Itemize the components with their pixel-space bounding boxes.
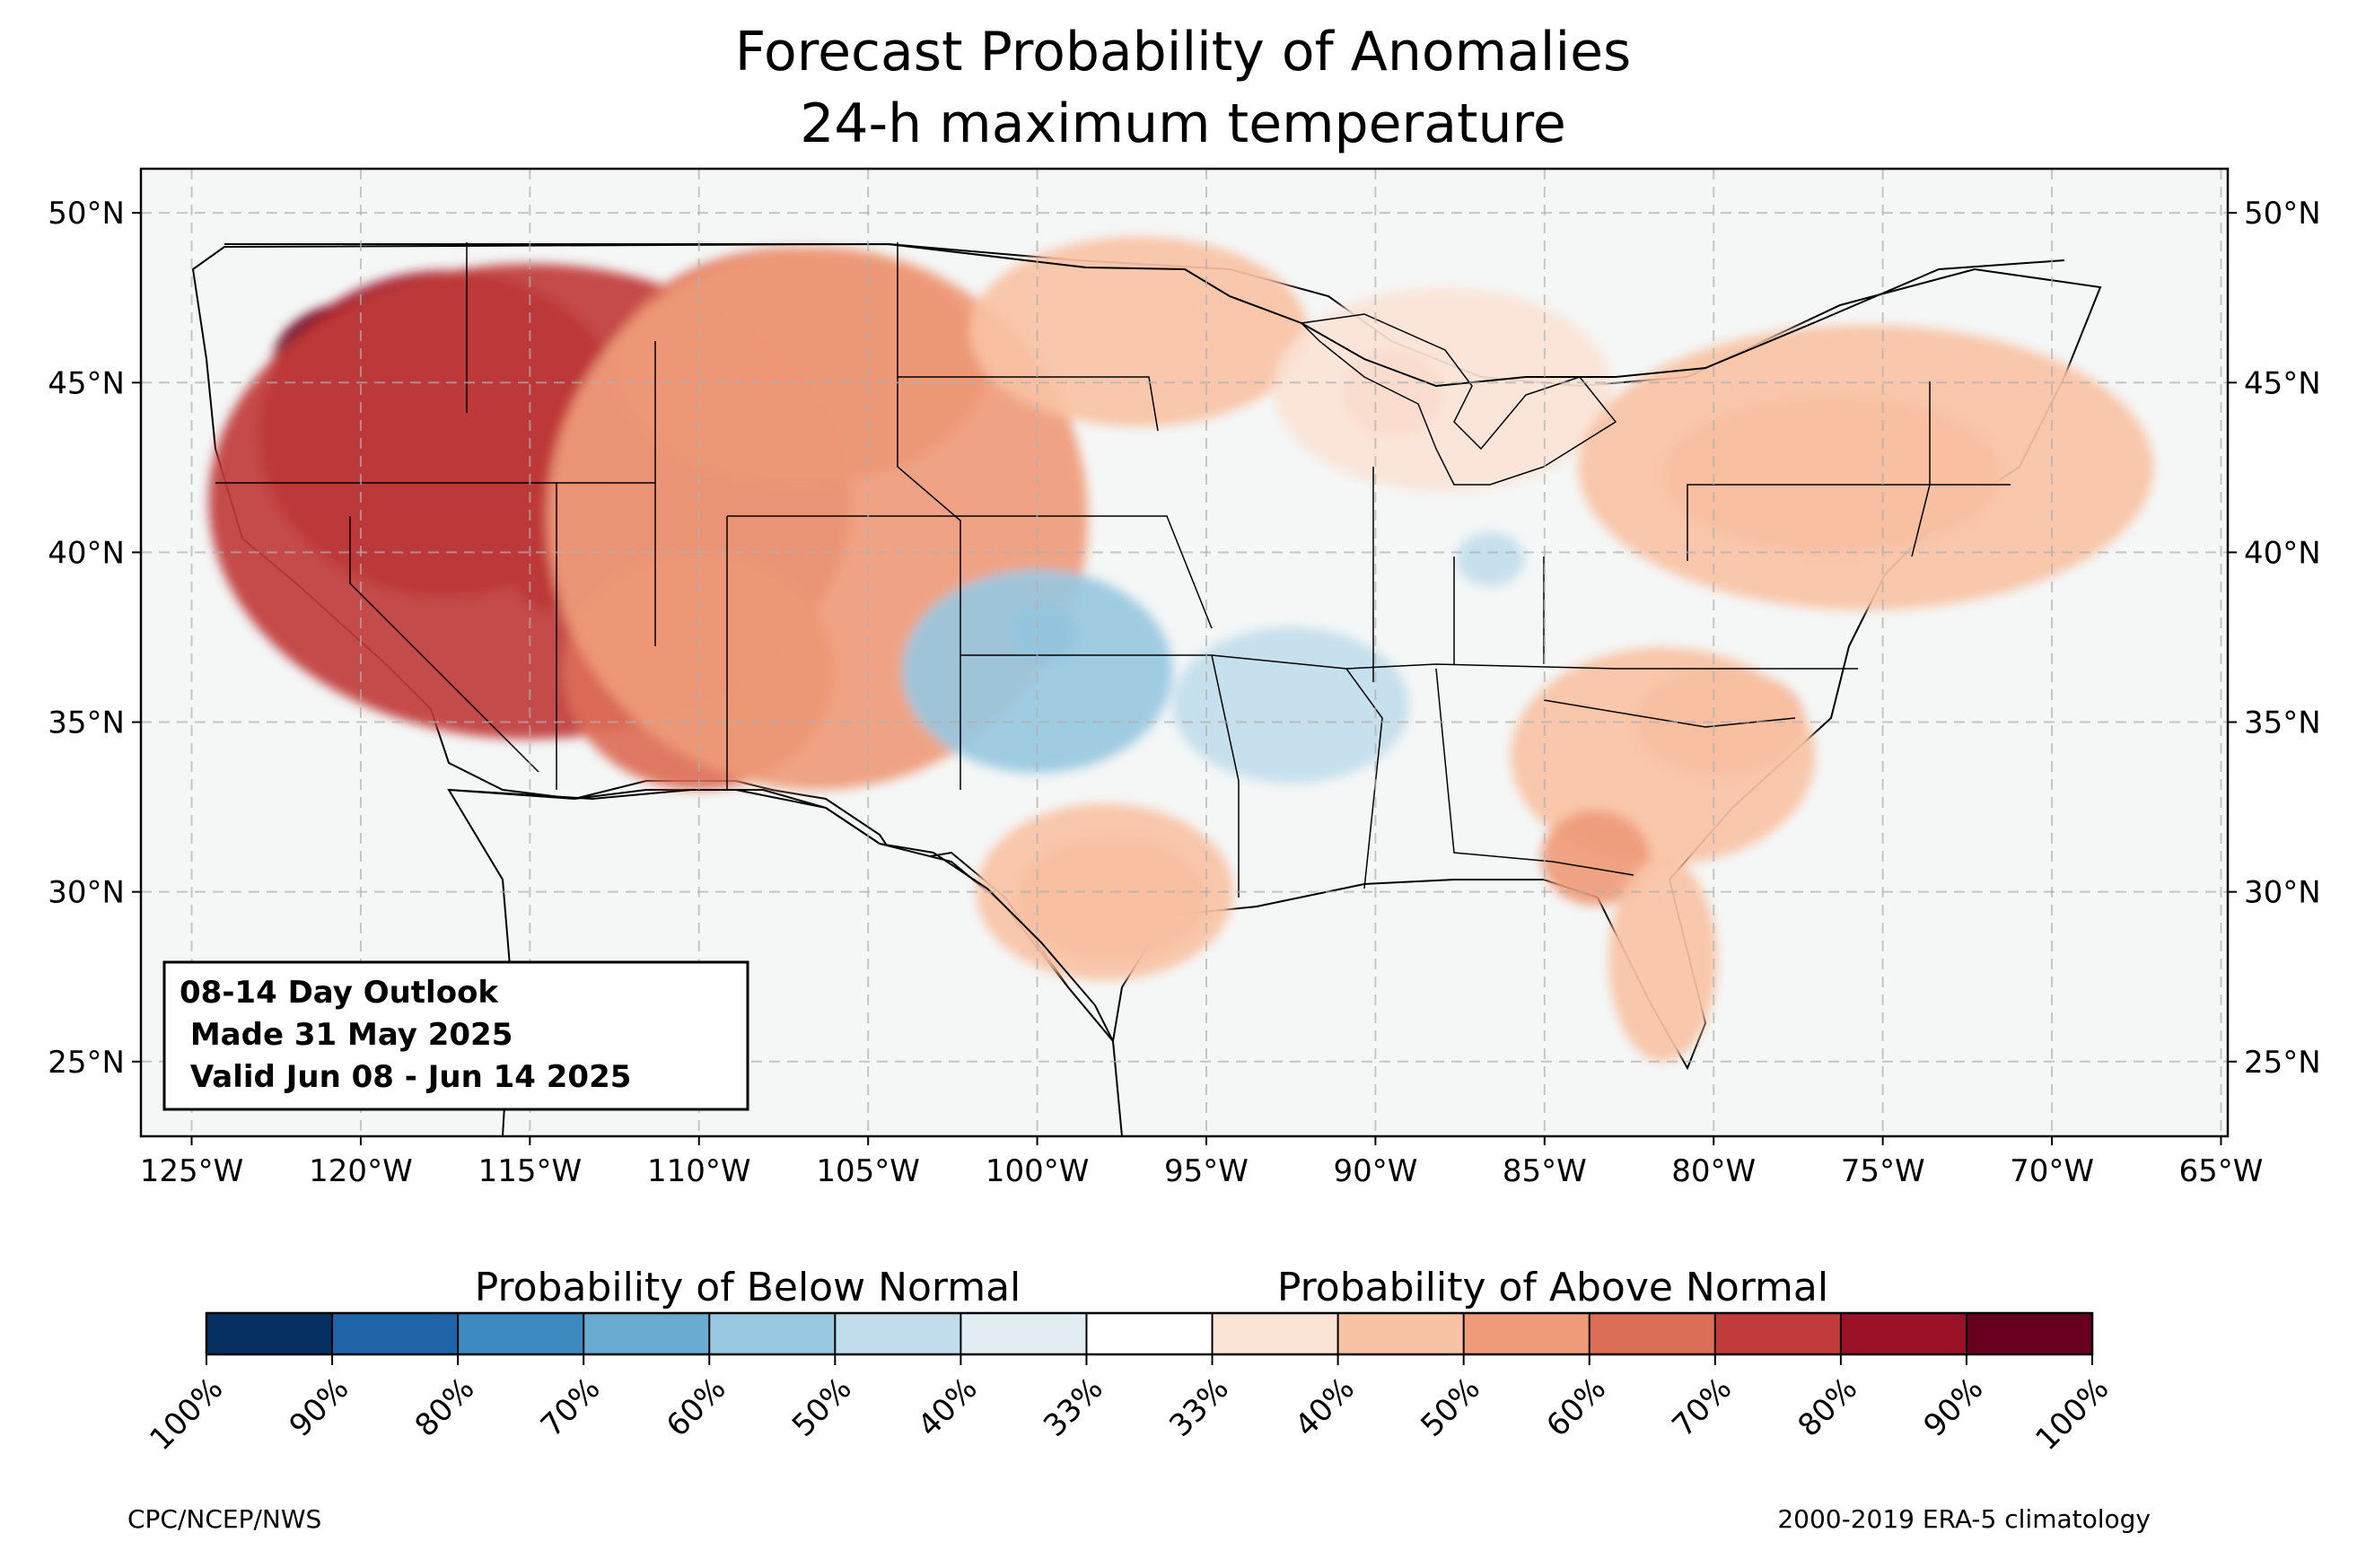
- lon-tick-label-9: 80°W: [1671, 1153, 1756, 1189]
- colorbar-swatch-11: [1589, 1313, 1716, 1354]
- lon-tick-label-10: 75°W: [1841, 1153, 1925, 1189]
- colorbar-tick-label-4: 60%: [660, 1371, 733, 1444]
- lat-tick-label-left-4: 45°N: [48, 365, 125, 401]
- colorbar-tick-label-0: 100%: [143, 1371, 230, 1458]
- lat-tick-label-left-1: 30°N: [48, 875, 125, 911]
- colorbar-swatch-8: [1212, 1313, 1339, 1354]
- lat-tick-label-right-3: 40°N: [2244, 535, 2321, 571]
- colorbar-swatch-10: [1463, 1313, 1590, 1354]
- anomaly-region-22: [1456, 531, 1525, 587]
- state-borders: [215, 242, 2011, 898]
- lon-tick-label-6: 95°W: [1164, 1153, 1249, 1189]
- lon-tick-label-0: 125°W: [140, 1153, 244, 1189]
- great-lakes: [1300, 313, 1617, 486]
- colorbar-tick-label-6: 40%: [911, 1371, 985, 1444]
- lon-tick-label-3: 110°W: [647, 1153, 751, 1189]
- axis-ticks: 125°W 120°W 115°W 110°W 105°W 100°W 95°W 90°W 85…: [48, 196, 2320, 1189]
- colorbar-swatch-12: [1714, 1313, 1842, 1354]
- colorbar-below-label: Probability of Below Normal: [475, 1265, 1021, 1310]
- anomaly-region-13: [1511, 647, 1816, 865]
- lon-tick-label-7: 90°W: [1333, 1153, 1417, 1189]
- anomaly-region-7: [969, 236, 1309, 427]
- colorbar-swatches: [205, 1311, 2094, 1356]
- lon-tick-label-12: 65°W: [2179, 1153, 2264, 1189]
- colorbar-tick-label-3: 70%: [534, 1371, 608, 1444]
- lat-tick-label-left-0: 25°N: [48, 1045, 125, 1081]
- map-frame: [139, 167, 2230, 1138]
- colorbar-tick-label-11: 60%: [1539, 1371, 1613, 1444]
- lat-tick-label-right-5: 50°N: [2244, 196, 2321, 232]
- colorbar-swatch-7: [1086, 1313, 1214, 1354]
- colorbar-tick-label-14: 90%: [1917, 1371, 1991, 1444]
- anomaly-region-9: [1274, 287, 1613, 492]
- canada-border: [224, 243, 2065, 388]
- colorbar-tick-label-7: 33%: [1037, 1371, 1110, 1444]
- lon-tick-label-11: 70°W: [2010, 1153, 2094, 1189]
- lat-tick-label-left-3: 40°N: [48, 535, 125, 571]
- colorbar-swatch-2: [458, 1313, 584, 1354]
- outlook-period: 08-14 Day Outlook: [180, 975, 499, 1011]
- lat-tick-label-right-2: 35°N: [2244, 705, 2321, 741]
- colorbar-swatch-3: [583, 1313, 710, 1354]
- lat-tick-label-right-4: 45°N: [2244, 365, 2321, 401]
- lat-tick-label-right-0: 25°N: [2244, 1045, 2321, 1081]
- chart-title-line1: Forecast Probability of Anomalies: [735, 21, 1632, 83]
- map-panel: 125°W 120°W 115°W 110°W 105°W 100°W 95°W 90°W 85…: [48, 167, 2321, 1189]
- colorbar-tick-label-13: 80%: [1792, 1371, 1865, 1444]
- colorbar-swatch-14: [1966, 1313, 2093, 1354]
- colorbar-swatch-13: [1840, 1313, 1967, 1354]
- colorbar-tick-label-12: 70%: [1665, 1371, 1739, 1444]
- outlook-made-date: Made 31 May 2025: [180, 1017, 513, 1053]
- colorbar-swatch-4: [709, 1313, 836, 1354]
- boundaries: [215, 242, 2065, 1042]
- colorbar: Probability of Below Normal Probability …: [143, 1265, 2116, 1458]
- colorbar-swatch-1: [332, 1313, 459, 1354]
- chart-title-line2: 24-h maximum temperature: [800, 92, 1566, 155]
- lon-tick-label-2: 115°W: [478, 1153, 583, 1189]
- lon-tick-label-1: 120°W: [309, 1153, 413, 1189]
- outlook-info-box: 08-14 Day Outlook Made 31 May 2025 Valid…: [162, 960, 749, 1111]
- lat-tick-label-left-5: 50°N: [48, 196, 125, 232]
- colorbar-tick-label-15: 100%: [2029, 1371, 2116, 1458]
- footer-source: CPC/NCEP/NWS: [127, 1504, 321, 1534]
- colorbar-swatch-0: [206, 1313, 333, 1354]
- anomaly-region-21: [1172, 626, 1410, 784]
- colorbar-tick-label-9: 40%: [1288, 1371, 1362, 1444]
- colorbar-swatch-6: [960, 1313, 1087, 1354]
- colorbar-tick-label-8: 33%: [1162, 1371, 1236, 1444]
- lon-tick-label-5: 100°W: [986, 1153, 1090, 1189]
- colorbar-swatch-5: [835, 1313, 961, 1354]
- anomaly-field: [208, 236, 2154, 1062]
- anomaly-region-14: [1541, 810, 1650, 906]
- colorbar-tick-label-5: 50%: [785, 1371, 859, 1444]
- anomaly-region-18: [976, 803, 1234, 981]
- anomaly-region-15: [1608, 857, 1717, 1062]
- lat-tick-label-left-2: 35°N: [48, 705, 125, 741]
- outlook-valid-range: Valid Jun 08 - Jun 14 2025: [180, 1059, 631, 1095]
- colorbar-tick-label-1: 90%: [283, 1371, 356, 1444]
- footer-climatology: 2000-2019 ERA-5 climatology: [1777, 1504, 2151, 1534]
- mexico-border: [448, 789, 1114, 1042]
- colorbar-swatch-9: [1337, 1313, 1465, 1354]
- lon-tick-label-8: 85°W: [1503, 1153, 1587, 1189]
- anomaly-region-11: [1578, 324, 2154, 610]
- colorbar-tick-label-10: 50%: [1414, 1371, 1487, 1444]
- lat-tick-label-right-1: 30°N: [2244, 875, 2321, 911]
- colorbar-above-label: Probability of Above Normal: [1277, 1265, 1828, 1310]
- lon-tick-label-4: 105°W: [816, 1153, 920, 1189]
- colorbar-tick-label-2: 80%: [408, 1371, 482, 1444]
